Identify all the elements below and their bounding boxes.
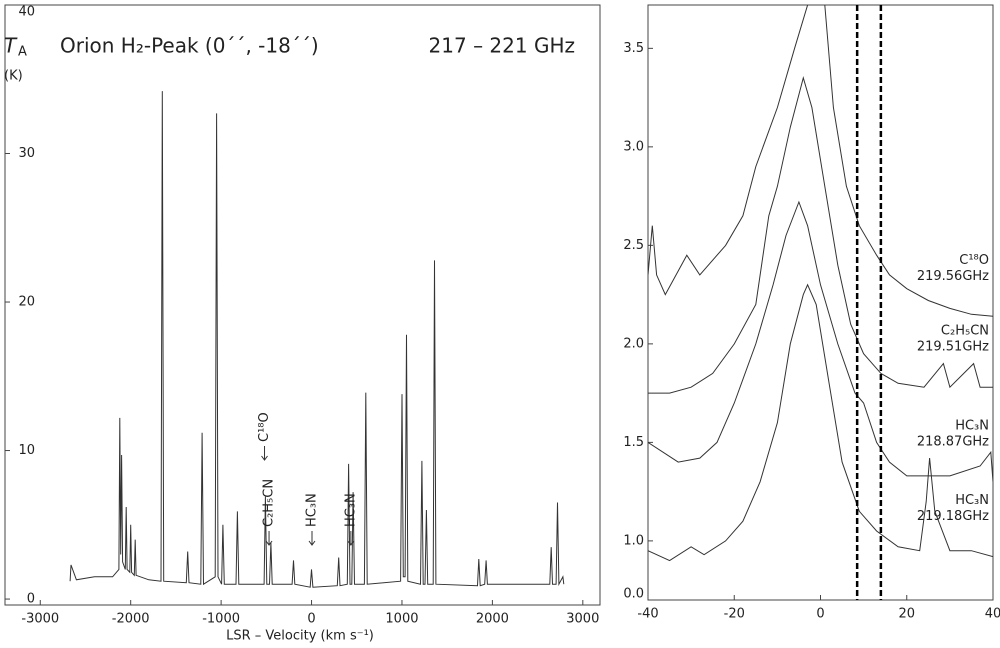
- annotation: C₂H₅CN: [262, 479, 277, 527]
- y-tick-label: 0.0: [623, 587, 644, 602]
- plot-frame: [4, 4, 601, 606]
- x-tick-label: -40: [637, 607, 658, 622]
- y-tick-label: 2.5: [623, 238, 644, 253]
- arrow-head: [261, 455, 268, 461]
- legend-frequency: 219.18GHz: [917, 509, 989, 524]
- legend-label: HC₃N: [955, 493, 989, 508]
- spectrum-line: [648, 5, 993, 317]
- legend-frequency: 219.56GHz: [917, 269, 989, 284]
- y-tick-label: 30: [18, 146, 35, 161]
- chart-title: Orion H₂-Peak (0´´, -18´´): [60, 34, 319, 58]
- x-tick-label: 3000: [566, 612, 599, 627]
- y-tick-label: 2.0: [623, 336, 644, 351]
- spectrum-line: [648, 76, 993, 394]
- x-tick-label: -20: [724, 607, 745, 622]
- x-tick-label: 20: [898, 607, 915, 622]
- y-tick-label: 3.0: [623, 139, 644, 154]
- x-tick-label: 1000: [385, 612, 418, 627]
- x-tick-label: 0: [307, 612, 315, 627]
- x-tick-label: -1000: [202, 612, 240, 627]
- chart-subtitle: 217 – 221 GHz: [429, 34, 575, 58]
- spectrum-line: [648, 283, 993, 562]
- y-tick-label: 1.5: [623, 435, 644, 450]
- y-label: T: [4, 34, 18, 58]
- plot-area: [69, 91, 565, 588]
- spectrum-line: [648, 200, 993, 482]
- y-label-sub: A: [18, 45, 27, 60]
- legend-frequency: 219.51GHz: [917, 340, 989, 355]
- x-tick-label: 0: [816, 607, 824, 622]
- spectrum-line: [69, 91, 565, 588]
- legend-frequency: 218.87GHz: [917, 434, 989, 449]
- y-unit: (K): [4, 69, 23, 84]
- x-tick-label: 2000: [476, 612, 509, 627]
- y-tick-label: 3.5: [623, 41, 644, 56]
- y-tick-label: 1.0: [623, 533, 644, 548]
- legend-label: C₂H₅CN: [941, 324, 989, 339]
- annotation: C¹⁸O: [257, 412, 272, 442]
- y-tick-label: 20: [18, 295, 35, 310]
- y-tick-label: 0: [27, 592, 35, 607]
- annotation: HC₃N: [304, 493, 319, 527]
- x-label: LSR – Velocity (km s⁻¹): [226, 629, 374, 644]
- arrow-head: [347, 540, 355, 546]
- x-tick-label: -2000: [112, 612, 150, 627]
- arrow-head: [308, 540, 316, 546]
- x-tick-label: -3000: [21, 612, 59, 627]
- legend-label: C¹⁸O: [959, 253, 989, 268]
- annotation: HC₃N: [343, 493, 358, 527]
- plot-area: [648, 5, 993, 562]
- legend-label: HC₃N: [955, 418, 989, 433]
- x-tick-label: 40: [985, 607, 1000, 622]
- arrow-head: [265, 540, 273, 546]
- y-tick-label: 40: [18, 5, 35, 20]
- y-tick-label: 10: [18, 443, 35, 458]
